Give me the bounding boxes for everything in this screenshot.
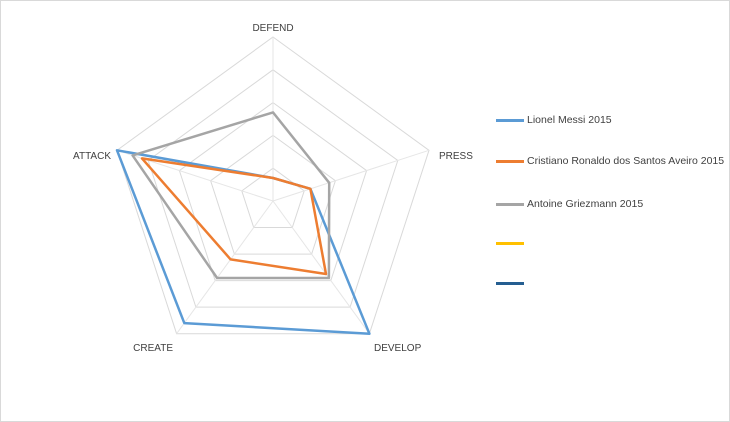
grid-ring-3: [178, 101, 368, 282]
spoke-develop: [272, 200, 370, 334]
grid-ring-5: [116, 36, 430, 335]
axis-label-press: PRESS: [439, 151, 473, 162]
axis-label-attack: ATTACK: [73, 151, 111, 162]
legend-label-messi: Lionel Messi 2015: [527, 114, 612, 126]
axis-labels: DEFEND PRESS DEVELOP CREATE ATTACK: [73, 23, 473, 354]
series-line-griezmann: [131, 111, 331, 280]
axis-label-develop: DEVELOP: [374, 343, 422, 354]
legend-swatch-series-5: [496, 282, 524, 285]
legend-swatch-griezmann: [496, 203, 524, 206]
legend-swatch-ronaldo: [496, 160, 524, 163]
legend-swatch-messi: [496, 119, 524, 122]
axis-label-create: CREATE: [133, 343, 173, 354]
radar-spokes: [116, 37, 430, 334]
spoke-press: [272, 149, 430, 202]
grid-ring-2: [210, 134, 336, 255]
axis-label-defend: DEFEND: [252, 23, 293, 34]
legend-swatch-series-4: [496, 242, 524, 245]
legend-label-ronaldo: Cristiano Ronaldo dos Santos Aveiro 2015: [527, 155, 725, 167]
grid-ring-1: [241, 167, 305, 228]
legend-label-griezmann: Antoine Griezmann 2015: [527, 198, 644, 210]
series-line-ronaldo: [140, 157, 328, 276]
radar-series: [115, 111, 371, 335]
spoke-create: [176, 200, 274, 334]
